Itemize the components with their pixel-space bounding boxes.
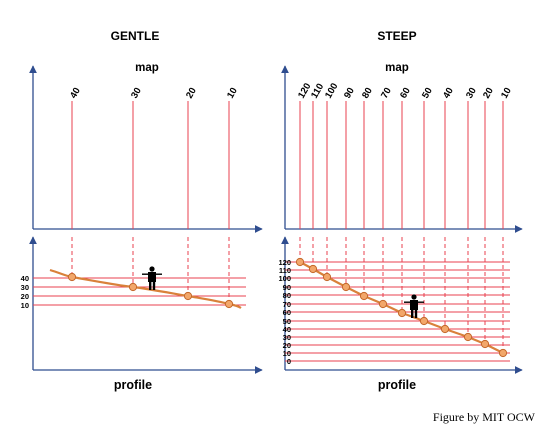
steep-elevation-label: 70: [283, 300, 291, 309]
steep-elevation-label: 0: [287, 357, 291, 366]
steep-elevation-label: 50: [283, 317, 291, 326]
steep-elevation-labels: 120 110 100 90 80 70 60 50 40 30 20 10 0: [278, 258, 291, 366]
steep-map-axes: [281, 65, 523, 233]
steep-contour-label: 10: [499, 86, 514, 101]
gentle-title: GENTLE: [111, 29, 160, 43]
gentle-map-label: map: [135, 62, 159, 74]
gentle-profile-label: profile: [114, 378, 152, 392]
steep-elevation-label: 90: [283, 283, 291, 292]
steep-profile-label: profile: [378, 378, 416, 392]
gentle-contour-labels: 40 30 20 10: [68, 86, 240, 101]
steep-contour-lines: [299, 101, 504, 229]
steep-profile-points: [295, 257, 508, 358]
gentle-contour-label: 40: [68, 86, 83, 101]
steep-hiker-icon: [404, 294, 424, 318]
steep-profile-point: [341, 282, 351, 292]
gentle-elevation-label: 30: [21, 283, 29, 292]
steep-profile-point: [378, 299, 388, 309]
steep-contour-labels: 120 110 100 90 80 70 60 50 40 30 20 10: [296, 81, 514, 100]
steep-contour-label: 20: [481, 86, 496, 101]
steep-title: STEEP: [377, 29, 416, 43]
steep-elevation-label: 60: [283, 308, 291, 317]
steep-elevation-label: 100: [278, 274, 291, 283]
gentle-profile-point: [128, 282, 138, 292]
gentle-elevation-label: 10: [21, 301, 29, 310]
steep-contour-label: 60: [398, 86, 413, 101]
steep-contour-label: 40: [441, 86, 456, 101]
steep-contour-label: 30: [464, 86, 479, 101]
steep-profile-point: [480, 339, 490, 349]
steep-profile-point: [295, 257, 305, 267]
steep-contour-label: 90: [342, 86, 357, 101]
gentle-contour-label: 20: [184, 86, 199, 101]
steep-map-label: map: [385, 62, 409, 74]
gentle-contour-label: 10: [225, 86, 240, 101]
steep-profile-point: [419, 316, 429, 326]
steep-profile-point: [440, 324, 450, 334]
steep-profile-point: [308, 264, 318, 274]
steep-profile-point: [322, 272, 332, 282]
steep-elevation-label: 120: [278, 258, 291, 267]
steep-profile-point: [498, 348, 508, 358]
gentle-map-axes: [29, 65, 263, 233]
steep-profile-point: [397, 308, 407, 318]
steep-elevation-label: 10: [283, 349, 291, 358]
steep-elevation-label: 20: [283, 341, 291, 350]
gentle-profile-axes: [29, 236, 263, 374]
gentle-profile-point: [183, 291, 193, 301]
steep-elevation-label: 80: [283, 291, 291, 300]
gentle-elevation-label: 40: [21, 274, 29, 283]
gentle-profile-points: [67, 272, 234, 309]
gentle-hiker-icon: [142, 266, 162, 290]
steep-contour-label: 50: [420, 86, 435, 101]
gentle-elevation-labels: 40 30 20 10: [21, 274, 29, 310]
gentle-elevation-label: 20: [21, 292, 29, 301]
gentle-projection-lines: [71, 237, 230, 304]
steep-elevation-lines: [285, 261, 510, 362]
figure-credit: Figure by MIT OCW: [433, 410, 536, 424]
steep-elevation-label: 110: [279, 266, 291, 275]
gentle-profile-curve: [49, 268, 242, 309]
steep-contour-label: 70: [379, 86, 394, 101]
steep-contour-label: 110: [309, 82, 326, 101]
steep-elevation-label: 30: [283, 333, 291, 342]
steep-contour-label: 80: [360, 86, 375, 101]
steep-profile-point: [359, 291, 369, 301]
gentle-profile-point: [67, 272, 77, 282]
gentle-contour-label: 30: [129, 86, 144, 101]
steep-elevation-label: 40: [283, 325, 291, 334]
gentle-contour-lines: [71, 101, 230, 229]
steep-contour-label: 100: [323, 81, 340, 100]
gentle-profile-point: [224, 299, 234, 309]
steep-profile-point: [463, 332, 473, 342]
